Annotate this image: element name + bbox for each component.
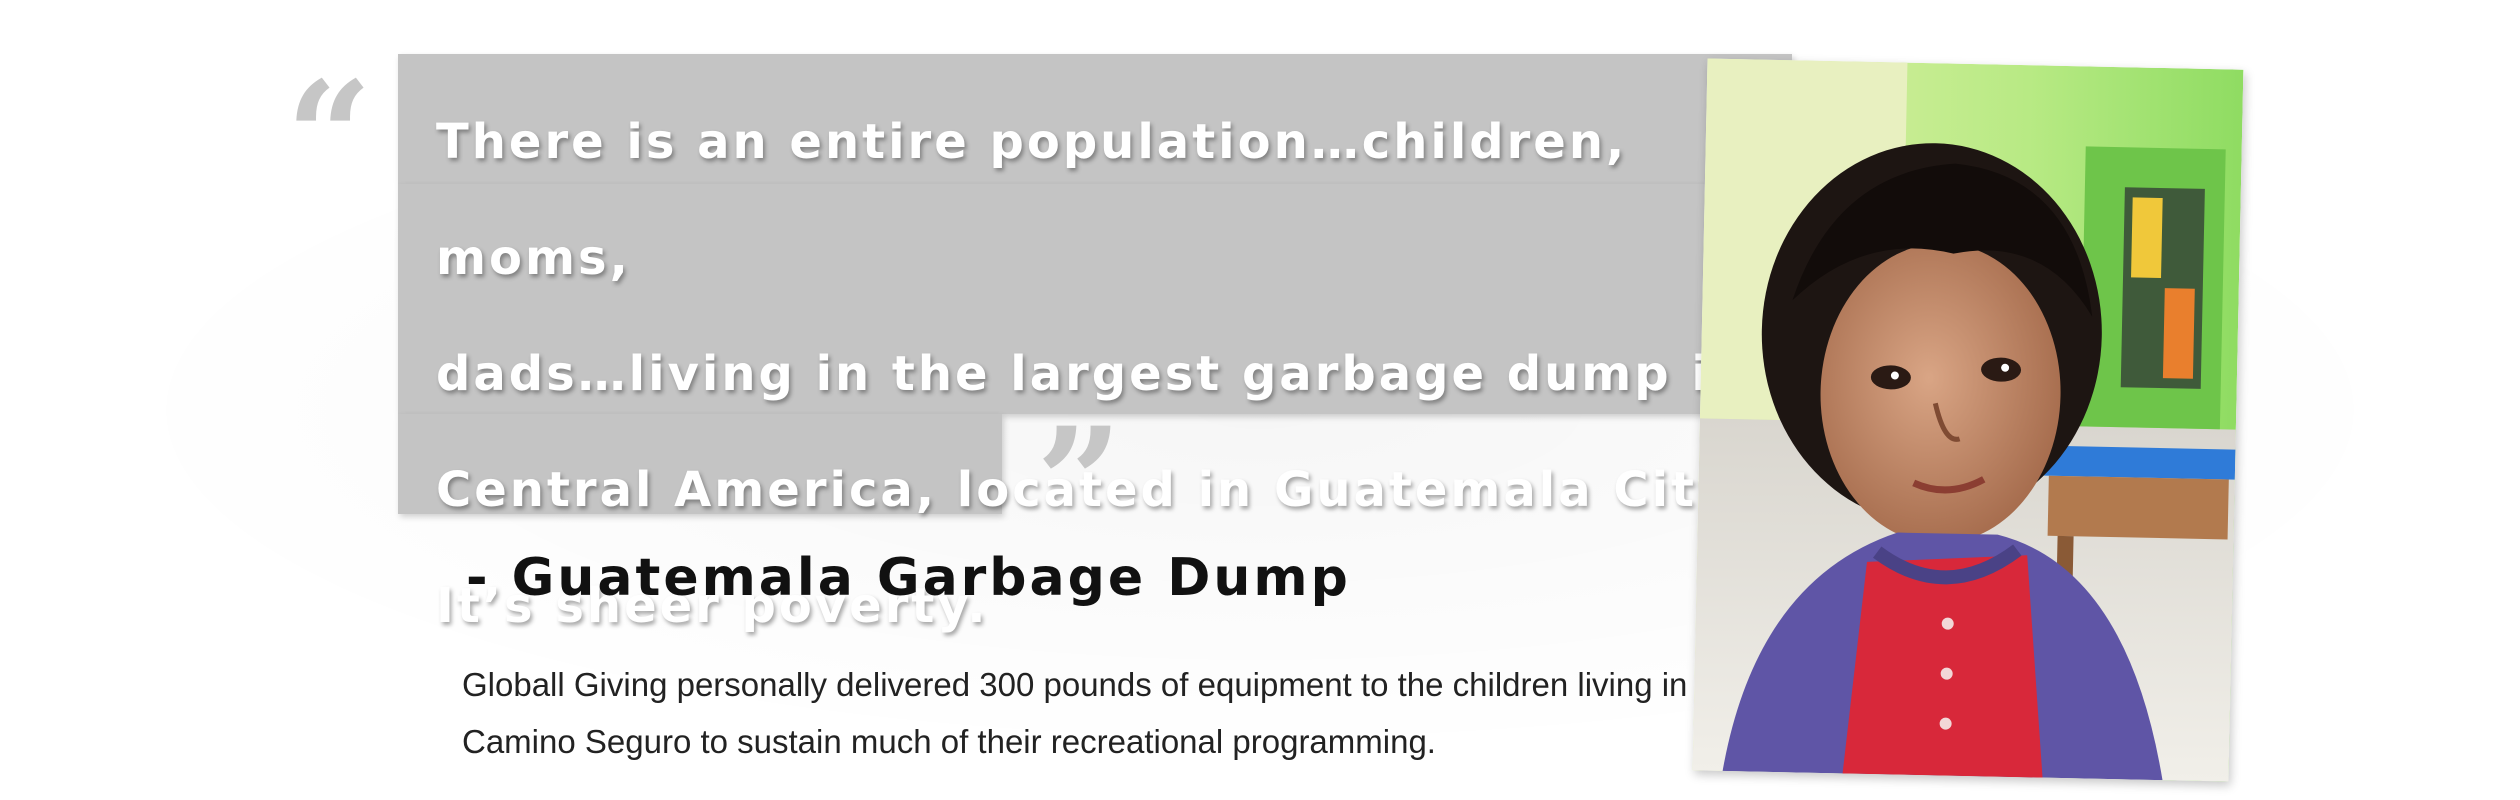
quote-box-bottom	[398, 414, 1002, 514]
child-photo-illustration	[1692, 58, 2244, 782]
quote-attribution: - Guatemala Garbage Dump	[466, 548, 1351, 608]
open-quote-icon: “	[286, 49, 373, 225]
close-quote-icon: ”	[1036, 395, 1123, 571]
child-photo	[1692, 58, 2244, 782]
quote-text: There is an entire population…children, …	[436, 114, 1749, 634]
description-text: Globall Giving personally delivered 300 …	[462, 666, 1743, 760]
quote-box-middle	[398, 184, 1734, 414]
quote-box-top	[398, 54, 1792, 184]
